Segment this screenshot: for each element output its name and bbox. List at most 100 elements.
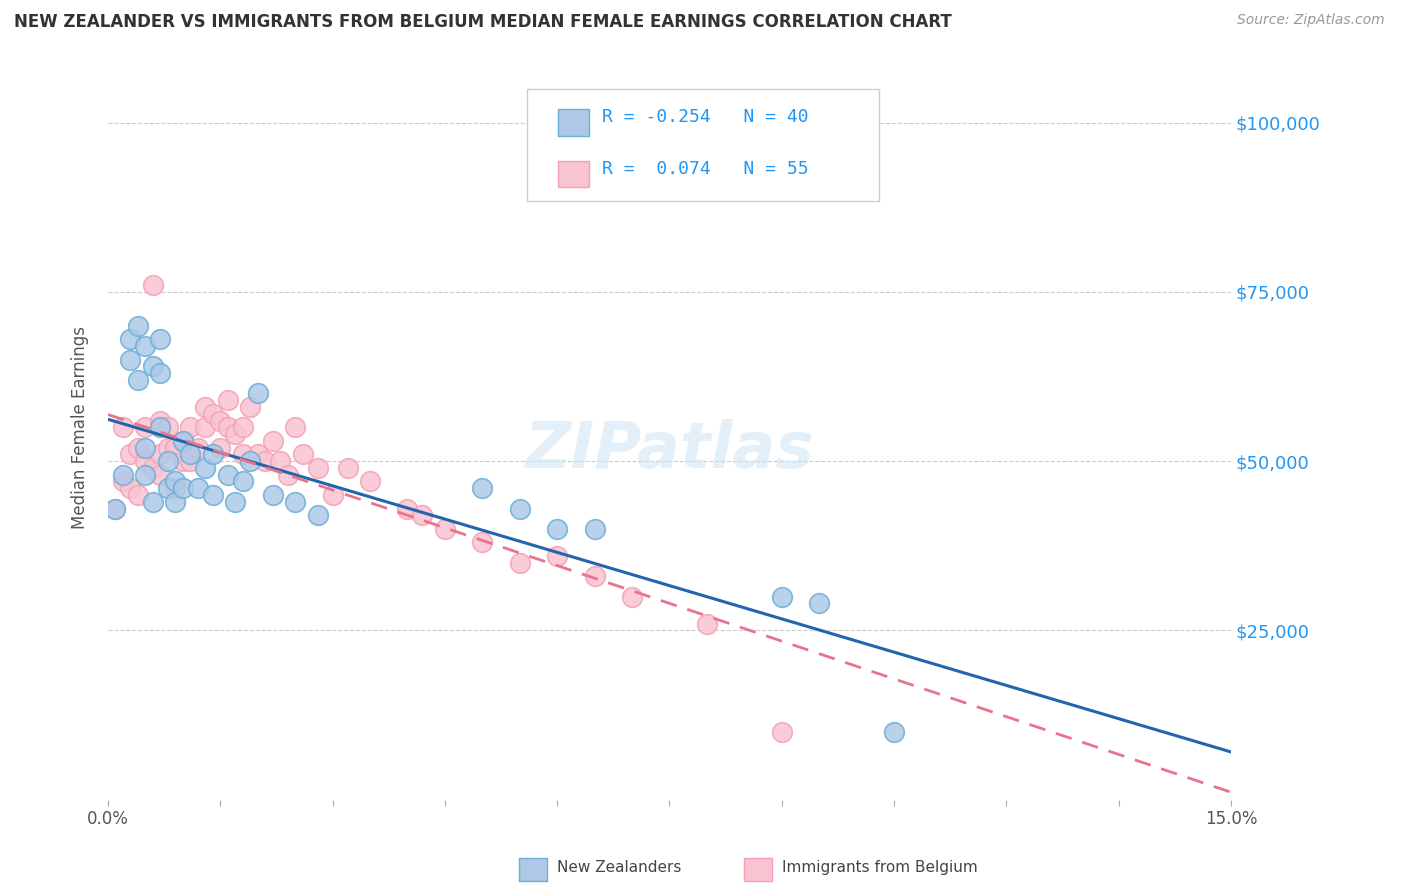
Point [209,441,232,455]
Point [134,467,156,482]
Point [142,359,165,374]
Text: Immigrants from Belgium: Immigrants from Belgium [782,860,977,874]
Point [277,467,299,482]
Point [307,508,329,523]
Point [149,366,172,380]
Text: New Zealanders: New Zealanders [557,860,681,874]
Point [111,420,134,434]
Point [262,434,284,448]
Point [194,400,217,414]
Point [232,475,254,489]
Y-axis label: Median Female Earnings: Median Female Earnings [72,326,89,529]
Point [194,420,217,434]
Text: ZIPatlas: ZIPatlas [524,418,814,481]
Point [307,461,329,475]
Point [621,590,644,604]
Point [224,427,246,442]
Point [770,724,793,739]
Point [808,596,831,610]
Point [336,461,359,475]
Point [546,522,568,536]
Point [284,420,307,434]
Point [104,501,127,516]
Text: NEW ZEALANDER VS IMMIGRANTS FROM BELGIUM MEDIAN FEMALE EARNINGS CORRELATION CHAR: NEW ZEALANDER VS IMMIGRANTS FROM BELGIUM… [14,13,952,31]
Point [246,447,269,461]
Point [291,447,314,461]
Point [142,461,165,475]
Point [359,475,381,489]
Point [322,488,344,502]
Point [111,467,134,482]
Point [134,420,156,434]
Point [156,441,179,455]
Point [134,454,156,468]
Point [120,447,142,461]
Text: R = -0.254   N = 40: R = -0.254 N = 40 [602,108,808,126]
Point [165,495,187,509]
Point [156,481,179,495]
Point [120,332,142,346]
Point [770,590,793,604]
Point [232,420,254,434]
Point [127,373,149,387]
Point [217,393,239,408]
Point [509,501,531,516]
Point [246,386,269,401]
Point [179,447,201,461]
Point [217,467,239,482]
Point [149,332,172,346]
Point [269,454,291,468]
Point [239,454,262,468]
Point [165,441,187,455]
Point [127,441,149,455]
Point [239,400,262,414]
Point [165,481,187,495]
Point [187,441,209,455]
Point [201,407,224,421]
Text: Source: ZipAtlas.com: Source: ZipAtlas.com [1237,13,1385,28]
Point [172,454,194,468]
Point [149,447,172,461]
Point [111,475,134,489]
Point [201,488,224,502]
Point [583,522,606,536]
Point [187,481,209,495]
Point [232,447,254,461]
Point [172,434,194,448]
Point [172,481,194,495]
Point [224,495,246,509]
Point [134,339,156,353]
Point [149,467,172,482]
Point [142,278,165,293]
Point [471,535,494,549]
Point [172,434,194,448]
Point [120,481,142,495]
Point [127,318,149,333]
Point [471,481,494,495]
Point [194,461,217,475]
Point [284,495,307,509]
Point [201,447,224,461]
Point [149,420,172,434]
Point [883,724,905,739]
Point [156,454,179,468]
Point [254,454,277,468]
Point [411,508,433,523]
Point [104,501,127,516]
Point [149,413,172,427]
Point [546,549,568,563]
Point [127,488,149,502]
Point [179,420,201,434]
Point [156,420,179,434]
Text: R =  0.074   N = 55: R = 0.074 N = 55 [602,160,808,178]
Point [583,569,606,583]
Point [179,454,201,468]
Point [209,413,232,427]
Point [396,501,419,516]
Point [134,441,156,455]
Point [433,522,456,536]
Point [509,556,531,570]
Point [217,420,239,434]
Point [165,475,187,489]
Point [262,488,284,502]
